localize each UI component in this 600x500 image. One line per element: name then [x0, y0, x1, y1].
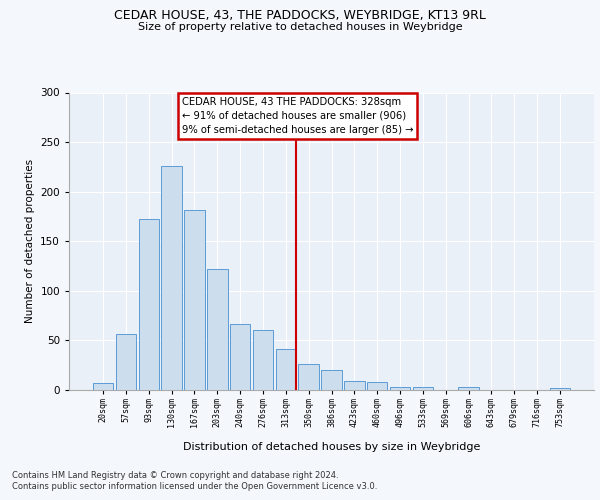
Text: Distribution of detached houses by size in Weybridge: Distribution of detached houses by size …	[182, 442, 480, 452]
Bar	[458, 387, 479, 390]
Bar	[253, 330, 273, 390]
Bar	[93, 383, 113, 390]
Bar	[413, 387, 433, 390]
Text: Contains public sector information licensed under the Open Government Licence v3: Contains public sector information licen…	[12, 482, 377, 491]
Text: Contains HM Land Registry data © Crown copyright and database right 2024.: Contains HM Land Registry data © Crown c…	[12, 471, 338, 480]
Text: CEDAR HOUSE, 43 THE PADDOCKS: 328sqm
← 91% of detached houses are smaller (906)
: CEDAR HOUSE, 43 THE PADDOCKS: 328sqm ← 9…	[182, 97, 413, 135]
Bar	[344, 381, 365, 390]
Bar	[116, 334, 136, 390]
Bar	[321, 370, 342, 390]
Bar	[207, 269, 227, 390]
Bar	[367, 382, 388, 390]
Text: CEDAR HOUSE, 43, THE PADDOCKS, WEYBRIDGE, KT13 9RL: CEDAR HOUSE, 43, THE PADDOCKS, WEYBRIDGE…	[114, 9, 486, 22]
Bar	[230, 324, 250, 390]
Bar	[550, 388, 570, 390]
Bar	[390, 387, 410, 390]
Bar	[275, 350, 296, 390]
Bar	[161, 166, 182, 390]
Y-axis label: Number of detached properties: Number of detached properties	[25, 159, 35, 324]
Bar	[298, 364, 319, 390]
Bar	[184, 210, 205, 390]
Bar	[139, 220, 159, 390]
Text: Size of property relative to detached houses in Weybridge: Size of property relative to detached ho…	[137, 22, 463, 32]
